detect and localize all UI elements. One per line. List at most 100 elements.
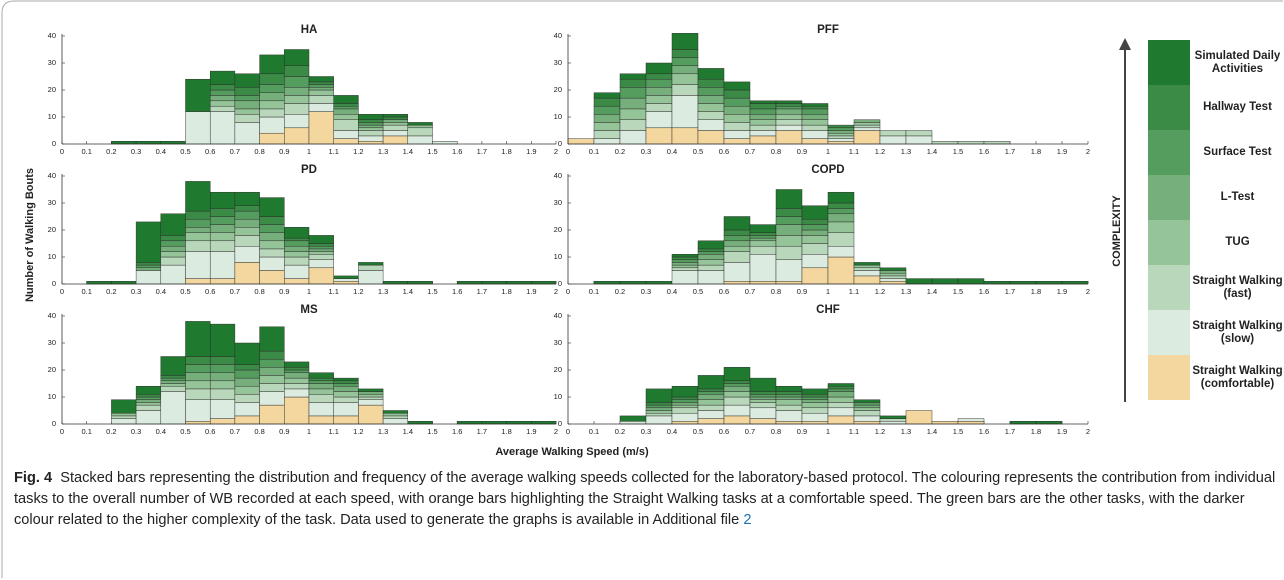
bar-segment: [111, 415, 137, 419]
bar-segment: [671, 270, 699, 285]
caption-link[interactable]: 2: [743, 512, 752, 528]
bar-segment: [209, 208, 236, 217]
bar-segment: [135, 267, 162, 271]
legend-swatch: [1148, 265, 1190, 310]
bar-segment: [749, 377, 777, 392]
bar-segment: [593, 281, 621, 285]
bar-segment: [358, 396, 384, 400]
x-tick-label: 1.9: [1057, 147, 1067, 156]
bar-segment: [749, 391, 777, 395]
bar-segment: [185, 380, 211, 390]
bar-segment: [259, 232, 285, 242]
bar-segment: [801, 396, 829, 400]
x-tick-label: 1.8: [1031, 147, 1041, 156]
bar-segment: [723, 229, 751, 236]
bar-segment: [697, 410, 725, 419]
y-tick-label: 30: [554, 58, 562, 67]
x-tick-label: 2: [554, 287, 558, 296]
bar-segment: [775, 224, 803, 236]
bar-segment: [234, 342, 260, 365]
bar-segment: [775, 216, 803, 225]
bar-segment: [619, 281, 647, 285]
bar-segment: [723, 396, 751, 406]
y-tick-label: 10: [554, 252, 562, 261]
bar-segment: [160, 391, 186, 425]
bar-segment: [160, 385, 186, 392]
bar-segment: [284, 87, 310, 96]
legend-swatch: [1148, 130, 1190, 175]
bar-segment: [259, 240, 285, 250]
bar-segment: [671, 267, 699, 271]
bar-segment: [853, 270, 881, 277]
bar-segment: [358, 135, 384, 142]
bar-segment: [775, 391, 803, 395]
x-tick-label: 0.3: [641, 427, 651, 436]
bar-segment: [775, 105, 803, 110]
bar-segment: [284, 361, 310, 368]
bar-segment: [259, 216, 285, 225]
bar-segment: [749, 224, 777, 233]
bar-segment: [234, 100, 260, 110]
bar-segment: [749, 135, 777, 145]
bar-segment: [234, 377, 260, 387]
bar-segment: [827, 135, 855, 139]
bar-segment: [135, 264, 162, 269]
bar-segment: [358, 119, 384, 123]
bar-segment: [827, 127, 855, 131]
bar-segment: [983, 281, 1011, 285]
bar-segment: [567, 138, 595, 145]
bar-segment: [671, 259, 699, 263]
bar-segment: [407, 135, 433, 145]
x-tick-label: 1.7: [477, 147, 487, 156]
bar-segment: [723, 114, 751, 123]
x-tick-label: 0.5: [693, 427, 703, 436]
bar-segment: [645, 404, 673, 409]
x-tick-label: 1.3: [901, 427, 911, 436]
bar-segment: [308, 267, 334, 285]
bar-segment: [697, 264, 725, 271]
bar-segment: [645, 410, 673, 414]
x-tick-label: 1.2: [353, 287, 363, 296]
bar-segment: [775, 208, 803, 217]
bar-segment: [619, 78, 647, 88]
bar-segment: [697, 418, 725, 425]
bar-segment: [308, 254, 334, 260]
bar-segment: [259, 73, 285, 85]
bar-segment: [111, 412, 137, 417]
x-tick-label: 0.3: [641, 287, 651, 296]
x-tick-label: 0.1: [589, 427, 599, 436]
bar-segment: [801, 205, 829, 220]
bar-segment: [358, 399, 384, 406]
bar-segment: [801, 235, 829, 244]
legend-label: Straight Walking (slow): [1192, 319, 1283, 345]
x-tick-label: 2: [1086, 147, 1090, 156]
x-tick-label: 0.8: [771, 287, 781, 296]
x-tick-label: 0.8: [254, 147, 264, 156]
bar-segment: [671, 399, 699, 403]
x-tick-label: 1.8: [501, 287, 511, 296]
bar-segment: [209, 372, 236, 382]
bar-segment: [284, 367, 310, 371]
bar-segment: [671, 407, 699, 414]
bar-segment: [801, 412, 829, 422]
bar-segment: [827, 383, 855, 387]
x-tick-label: 0.9: [279, 147, 289, 156]
x-tick-label: 0.9: [279, 287, 289, 296]
bar-segment: [259, 108, 285, 118]
x-tick-label: 0.2: [106, 287, 116, 296]
x-tick-label: 0: [60, 427, 64, 436]
bar-segment: [593, 97, 621, 107]
x-tick-label: 0.7: [745, 147, 755, 156]
bar-segment: [382, 114, 409, 118]
bar-segment: [697, 78, 725, 88]
bar-segment: [931, 278, 959, 285]
bar-segment: [775, 394, 803, 398]
bar-segment: [308, 388, 334, 395]
bar-segment: [407, 127, 433, 137]
x-tick-label: 1: [307, 427, 311, 436]
x-tick-label: 1.8: [1031, 287, 1041, 296]
bar-segment: [749, 396, 777, 400]
bar-segment: [645, 415, 673, 425]
x-tick-label: 1.1: [849, 287, 859, 296]
bar-segment: [382, 122, 409, 126]
